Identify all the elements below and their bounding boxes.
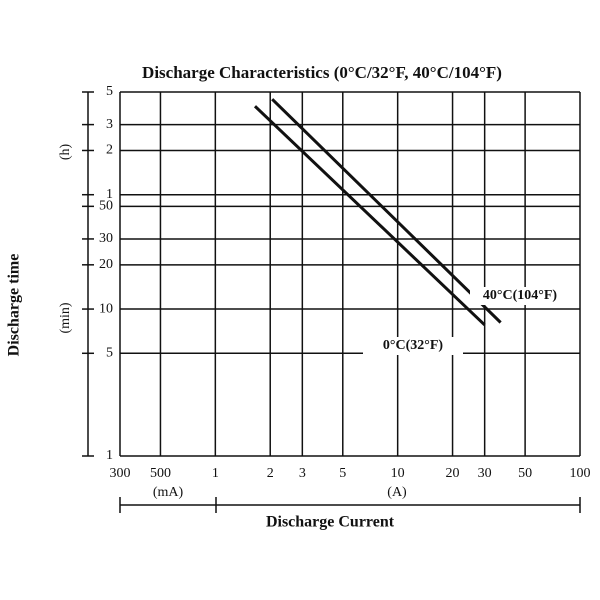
label-background — [363, 337, 463, 355]
x-tick-label: 500 — [150, 466, 171, 481]
x-tick-label: 2 — [267, 466, 274, 481]
x-tick-label: 1 — [212, 466, 219, 481]
x-tick-label: 10 — [391, 466, 405, 481]
chart-title: Discharge Characteristics (0°C/32°F, 40°… — [142, 63, 502, 82]
x-tick-label: 100 — [570, 466, 591, 481]
x-axis-label: Discharge Current — [266, 514, 395, 531]
x-unit-label: (A) — [387, 485, 407, 500]
label-background — [470, 287, 570, 305]
x-tick-label: 300 — [110, 466, 131, 481]
series-label: 40°C(104°F) — [483, 288, 558, 303]
x-tick-label: 3 — [299, 466, 306, 481]
x-unit-label: (mA) — [153, 485, 184, 500]
y-unit-label: (min) — [58, 302, 73, 333]
x-tick-label: 20 — [446, 466, 460, 481]
y-tick-label: 20 — [99, 257, 113, 272]
x-tick-label: 50 — [518, 466, 532, 481]
y-tick-label: 3 — [106, 117, 113, 132]
y-tick-label: 10 — [99, 301, 113, 316]
y-tick-label: 5 — [106, 84, 113, 99]
series-line — [253, 105, 486, 326]
y-tick-label: 30 — [99, 231, 113, 246]
y-tick-label: 2 — [106, 143, 113, 158]
y-tick-label: 5 — [106, 346, 113, 361]
y-tick-label: 50 — [99, 199, 113, 214]
y-tick-label: 1 — [106, 448, 113, 463]
series-label: 0°C(32°F) — [383, 338, 444, 353]
x-tick-label: 5 — [339, 466, 346, 481]
x-bracket — [119, 497, 581, 513]
series-line — [271, 98, 502, 324]
y-tick-label: 1 — [106, 187, 113, 202]
y-axis-label: Discharge time — [6, 254, 23, 357]
x-tick-label: 30 — [478, 466, 492, 481]
y-unit-label: (h) — [58, 144, 73, 161]
